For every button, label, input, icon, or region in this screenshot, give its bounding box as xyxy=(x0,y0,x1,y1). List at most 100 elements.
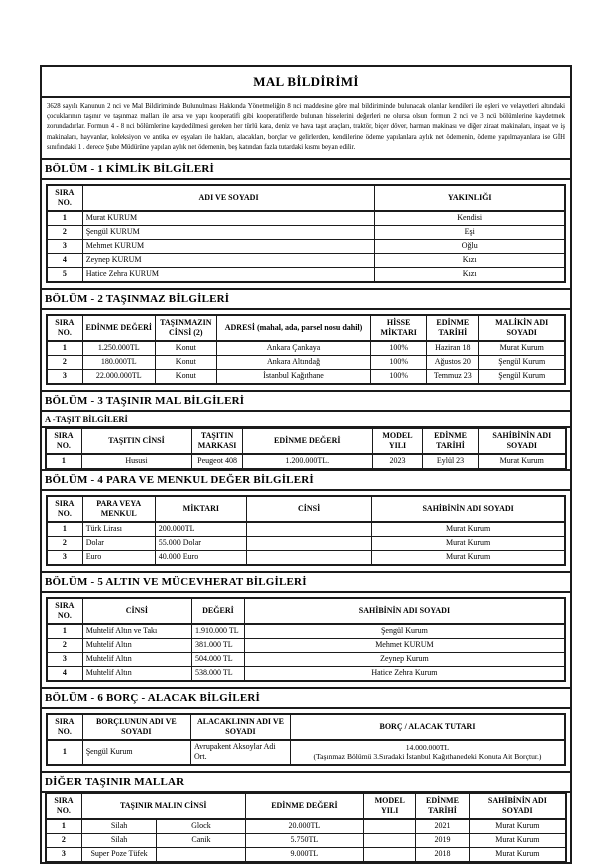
table-cell xyxy=(156,846,246,862)
table-cell: 40.000 Euro xyxy=(154,549,247,566)
altin-table: SIRA NO. CİNSİ DEĞERİ SAHİBİNİN ADI SOYADI 1… xyxy=(46,596,566,682)
kimlik-table: SIRA NO. ADI VE SOYADI YAKINLIĞI 1 Murat KUR… xyxy=(46,183,566,283)
table-row: 1 Şengül Kurum Avrupakent Aksoylar Adi Ort… xyxy=(46,739,566,766)
table-cell: 2023 xyxy=(371,453,424,469)
table-cell: 504.000 TL xyxy=(191,651,245,667)
table-cell: 2 xyxy=(46,224,83,240)
column-header: EDİNME DEĞERİ xyxy=(242,427,373,455)
table-cell: 100% xyxy=(370,354,428,370)
table-cell: Ankara Altındağ xyxy=(215,354,372,370)
table-cell: Murat Kurum xyxy=(468,818,567,834)
column-header: SIRA NO. xyxy=(46,495,83,523)
table-cell: Şengül Kurum xyxy=(81,739,191,766)
header-row: SIRA NO. ADI VE SOYADI YAKINLIĞI xyxy=(46,184,566,212)
section-heading-tasinir-mal: BÖLÜM - 3 TAŞINIR MAL BİLGİLERİ xyxy=(42,392,570,412)
tasit-table: SIRA NO. TAŞITIN CİNSİ TAŞITIN MARKASI EDİN… xyxy=(45,427,567,469)
section-heading-kimlik: BÖLÜM - 1 KİMLİK BİLGİLERİ xyxy=(42,160,570,180)
header-row: SIRA NO. TAŞITIN CİNSİ TAŞITIN MARKASI EDİN… xyxy=(45,427,567,455)
section-heading-borc: BÖLÜM - 6 BORÇ - ALACAK BİLGİLERİ xyxy=(42,689,570,709)
table-cell: Muhtelif Altın xyxy=(81,651,193,667)
column-header: PARA VEYA MENKUL xyxy=(81,495,156,523)
table-cell: 3 xyxy=(46,238,83,254)
column-header: EDİNME TARİHİ xyxy=(426,314,480,342)
table-cell: Mehmet KURUM xyxy=(81,238,376,254)
table-cell: Temmuz 23 xyxy=(426,368,480,385)
table-cell: 20.000TL xyxy=(244,818,365,834)
table-cell: Zeynep KURUM xyxy=(81,252,376,268)
table-row: 1 1.250.000TL Konut Ankara Çankaya 100% Hazir… xyxy=(46,340,566,356)
column-header: TAŞITIN CİNSİ xyxy=(80,427,193,455)
header-row: SIRA NO. CİNSİ DEĞERİ SAHİBİNİN ADI SOYADI xyxy=(46,597,566,625)
column-header: EDİNME DEĞERİ xyxy=(81,314,156,342)
table-cell: Mehmet KURUM xyxy=(243,637,566,653)
table-cell: 1.910.000 TL xyxy=(191,623,245,639)
column-header: EDİNME TARİHİ xyxy=(422,427,479,455)
table-cell xyxy=(363,846,417,862)
diger-table-wrapper: SIRA NO. TAŞINIR MALIN CİNSİ EDİNME DEĞERİ… xyxy=(42,792,570,862)
table-cell: Euro xyxy=(81,549,156,566)
table-row: 3 Muhtelif Altın 504.000 TL Zeynep Kurum xyxy=(46,651,566,667)
table-cell: 381.000 TL xyxy=(191,637,245,653)
column-header: EDİNME TARİHİ xyxy=(415,792,470,820)
table-row: 1 Murat KURUM Kendisi xyxy=(46,210,566,226)
table-cell: Canik xyxy=(156,832,246,848)
table-cell: Ağustos 20 xyxy=(426,354,480,370)
column-header: HİSSE MİKTARI xyxy=(370,314,428,342)
section-heading-para: BÖLÜM - 4 PARA VE MENKUL DEĞER BİLGİLERİ xyxy=(42,471,570,491)
table-cell: Dolar xyxy=(81,535,156,551)
table-cell: 2019 xyxy=(415,832,470,848)
table-cell: Murat Kurum xyxy=(468,832,567,848)
table-cell: Zeynep Kurum xyxy=(243,651,566,667)
table-cell: İstanbul Kağıthane xyxy=(215,368,372,385)
table-cell: Şengül Kurum xyxy=(478,354,566,370)
document-title: MAL BİLDİRİMİ xyxy=(42,67,570,98)
table-cell xyxy=(363,818,417,834)
column-header: EDİNME DEĞERİ xyxy=(244,792,365,820)
table-cell: 2 xyxy=(46,354,83,370)
diger-table: SIRA NO. TAŞINIR MALIN CİNSİ EDİNME DEĞERİ… xyxy=(45,792,567,862)
table-row: 3 22.000.000TL Konut İstanbul Kağıthane 100%… xyxy=(46,368,566,385)
table-cell: 1.250.000TL xyxy=(81,340,156,356)
table-cell: Ankara Çankaya xyxy=(215,340,372,356)
table-cell: Konut xyxy=(154,354,217,370)
table-cell: 2 xyxy=(46,637,83,653)
table-cell xyxy=(245,521,373,537)
table-cell: Eşi xyxy=(374,224,566,240)
intro-paragraph: 3628 sayılı Kanunun 2 nci ve Mal Bildiri… xyxy=(42,98,570,160)
table-cell: 14.000.000TL (Taşınmaz Bölümü 3.Sıradaki… xyxy=(289,739,566,766)
table-cell xyxy=(245,535,373,551)
column-header: ADRESİ (mahal, ada, parsel nosu dahil) xyxy=(215,314,372,342)
header-row: SIRA NO. BORÇLUNUN ADI VE SOYADI ALACAKLIN… xyxy=(46,713,566,741)
table-cell: Hatice Zehra Kurum xyxy=(243,665,566,682)
table-cell: Murat Kurum xyxy=(477,453,567,469)
para-table: SIRA NO. PARA VEYA MENKUL MİKTARI CİNSİ SAHİ… xyxy=(46,494,566,566)
column-header: SAHİBİNİN ADI SOYADI xyxy=(468,792,567,820)
table-cell: Muhtelif Altın xyxy=(81,665,193,682)
table-cell: Murat Kurum xyxy=(478,340,566,356)
table-cell: 3 xyxy=(45,846,82,862)
table-cell: 2 xyxy=(46,535,83,551)
table-cell: 2021 xyxy=(415,818,470,834)
subsection-heading-tasit: A -TAŞIT BİLGİLERİ xyxy=(42,412,570,428)
tasinmaz-table: SIRA NO. EDİNME DEĞERİ TAŞINMAZIN CİNSİ (2… xyxy=(46,313,566,385)
column-header: SIRA NO. xyxy=(45,792,82,820)
table-row: 1 Silah Glock 20.000TL 2021 Murat Kurum xyxy=(45,818,567,834)
column-header: SIRA NO. xyxy=(46,597,83,625)
table-cell: 1.200.000TL. xyxy=(242,453,373,469)
header-row: SIRA NO. EDİNME DEĞERİ TAŞINMAZIN CİNSİ (2… xyxy=(46,314,566,342)
section-heading-diger: DİĞER TAŞINIR MALLAR xyxy=(42,773,570,793)
table-cell: Muhtelif Altın xyxy=(81,637,193,653)
table-cell: Silah xyxy=(80,818,158,834)
table-cell xyxy=(245,549,373,566)
column-header: SIRA NO. xyxy=(46,314,83,342)
table-cell: 5 xyxy=(46,266,83,283)
table-cell: Murat Kurum xyxy=(468,846,567,862)
table-cell: Murat Kurum xyxy=(371,535,566,551)
table-cell: 3 xyxy=(46,368,83,385)
table-cell: Murat Kurum xyxy=(371,521,566,537)
table-cell: 180.000TL xyxy=(81,354,156,370)
header-row: SIRA NO. PARA VEYA MENKUL MİKTARI CİNSİ SAHİ… xyxy=(46,495,566,523)
table-cell: 1 xyxy=(46,521,83,537)
table-cell: 5.750TL xyxy=(244,832,365,848)
table-row: 1 Türk Lirası 200.000TL Murat Kurum xyxy=(46,521,566,537)
